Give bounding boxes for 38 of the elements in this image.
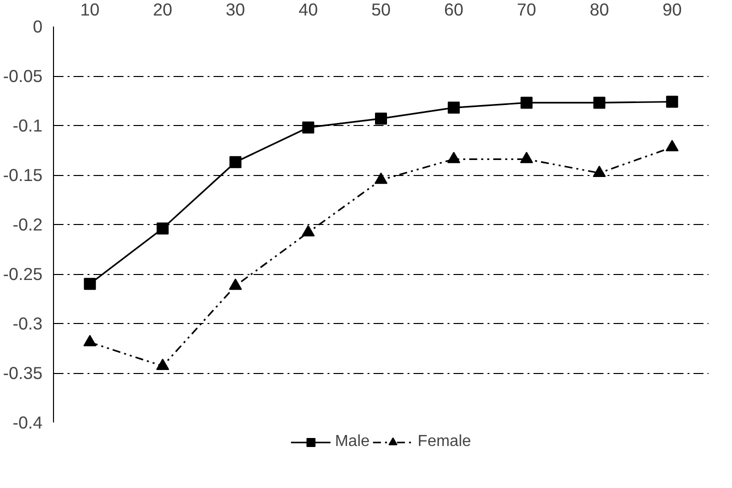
y-tick-label: -0.3	[12, 314, 42, 334]
point	[156, 358, 170, 370]
point	[302, 224, 315, 236]
point	[83, 334, 96, 346]
legend-label: Male	[334, 433, 370, 451]
y-tick-label: -0.05	[3, 66, 43, 86]
y-tick-label: -0.2	[12, 214, 42, 234]
point	[374, 172, 388, 184]
point	[592, 166, 606, 177]
point	[447, 152, 460, 164]
x-tick-label: 20	[153, 0, 172, 20]
point	[84, 278, 96, 290]
point	[228, 278, 242, 290]
point	[229, 156, 242, 168]
point	[448, 102, 460, 114]
point	[520, 96, 533, 109]
legend-label: Female	[418, 433, 472, 451]
point	[520, 152, 534, 164]
y-tick-label: -0.4	[12, 412, 43, 432]
point	[593, 96, 606, 109]
y-tick-label: 0	[32, 16, 43, 36]
point	[156, 222, 169, 234]
x-tick-label: 60	[444, 0, 464, 20]
x-tick-label: 80	[590, 0, 609, 20]
x-tick-label: 50	[371, 0, 391, 20]
point	[302, 121, 314, 134]
y-tick-label: -0.25	[3, 264, 43, 284]
x-tick-label: 90	[662, 0, 682, 20]
point	[666, 96, 678, 108]
y-tick-label: -0.15	[3, 165, 43, 185]
x-tick-label: 10	[80, 0, 100, 20]
point	[666, 140, 679, 152]
y-tick-label: -0.35	[3, 363, 43, 383]
x-tick-label: 40	[298, 0, 318, 20]
y-tick-label: -0.1	[12, 116, 42, 136]
point	[375, 112, 387, 125]
x-tick-label: 30	[226, 0, 246, 20]
x-tick-label: 70	[516, 0, 536, 20]
